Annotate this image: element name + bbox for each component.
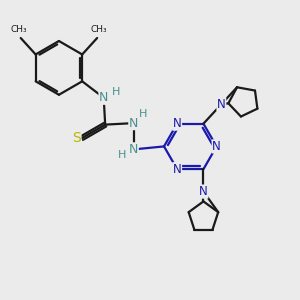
Text: H: H <box>139 109 148 119</box>
Text: N: N <box>217 98 226 111</box>
Text: N: N <box>212 140 221 153</box>
Text: N: N <box>99 91 108 104</box>
Text: CH₃: CH₃ <box>11 25 28 34</box>
Text: H: H <box>112 87 120 97</box>
Text: N: N <box>173 163 182 176</box>
Text: H: H <box>118 150 127 160</box>
Text: N: N <box>173 117 182 130</box>
Text: N: N <box>129 117 138 130</box>
Text: N: N <box>129 143 138 156</box>
Text: S: S <box>72 131 81 145</box>
Text: N: N <box>199 185 208 198</box>
Text: CH₃: CH₃ <box>90 25 107 34</box>
